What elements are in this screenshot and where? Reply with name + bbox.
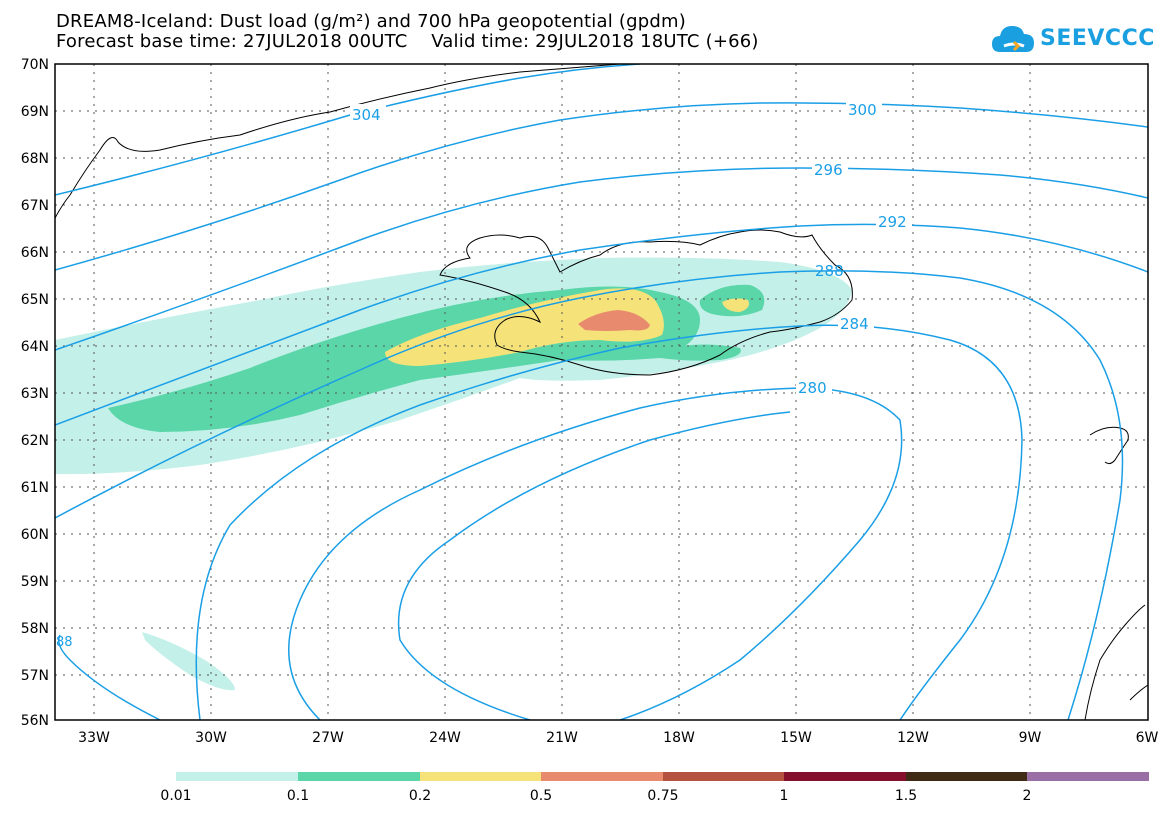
lat-label: 65N bbox=[21, 292, 49, 308]
colorbar: 0.01 0.1 0.2 0.5 0.75 1 1.5 2 bbox=[160, 772, 1149, 804]
colorbar-swatch bbox=[298, 772, 420, 781]
lon-label: 33W bbox=[78, 730, 110, 746]
lon-label: 12W bbox=[897, 730, 929, 746]
contour-label-292: 292 bbox=[878, 213, 907, 231]
colorbar-swatch bbox=[541, 772, 663, 781]
colorbar-label: 1.5 bbox=[895, 788, 917, 804]
contour-label-300: 300 bbox=[848, 101, 877, 119]
contour-label-296: 296 bbox=[814, 161, 843, 179]
contour-label-88: 88 bbox=[56, 635, 73, 650]
contour-304 bbox=[55, 64, 641, 196]
lat-label: 70N bbox=[21, 57, 49, 73]
seevccc-logo: SEEVCCC bbox=[990, 20, 1154, 60]
lat-label: 60N bbox=[21, 527, 49, 543]
lat-label: 61N bbox=[21, 480, 49, 496]
colorbar-swatch bbox=[176, 772, 298, 781]
contour-label-304: 304 bbox=[352, 106, 381, 124]
map-title: DREAM8-Iceland: Dust load (g/m²) and 700… bbox=[56, 11, 686, 32]
lon-label: 24W bbox=[429, 730, 461, 746]
logo-text: SEEVCCC bbox=[1040, 26, 1155, 51]
lat-label: 67N bbox=[21, 198, 49, 214]
colorbar-label: 0.5 bbox=[530, 788, 552, 804]
lat-label: 66N bbox=[21, 245, 49, 261]
dust-field bbox=[55, 257, 852, 691]
contour-labels: 304 300 296 292 288 284 280 88 bbox=[56, 100, 912, 650]
contour-292 bbox=[55, 223, 1148, 426]
dust-level-0.1-southeast bbox=[660, 344, 741, 361]
cloud-icon bbox=[992, 26, 1034, 52]
lat-label: 63N bbox=[21, 386, 49, 402]
lon-label: 18W bbox=[663, 730, 695, 746]
lon-label: 15W bbox=[780, 730, 812, 746]
dust-level-0.5 bbox=[578, 310, 650, 331]
lon-label: 30W bbox=[195, 730, 227, 746]
scotland-coast bbox=[1084, 604, 1148, 720]
colorbar-label: 0.75 bbox=[647, 788, 678, 804]
iceland-coast bbox=[439, 229, 853, 376]
contour-label-288: 288 bbox=[815, 262, 844, 280]
dust-level-0.01-south bbox=[142, 632, 235, 691]
colorbar-label: 0.1 bbox=[287, 788, 309, 804]
lon-label: 21W bbox=[546, 730, 578, 746]
greenland-coast bbox=[55, 64, 621, 219]
lat-label: 68N bbox=[21, 151, 49, 167]
lat-label: 62N bbox=[21, 433, 49, 449]
colorbar-swatch bbox=[663, 772, 784, 781]
contour-300 bbox=[55, 102, 1148, 271]
longitude-labels: 33W 30W 27W 24W 21W 18W 15W 12W 9W 6W bbox=[78, 730, 1158, 746]
dust-level-0.2 bbox=[385, 288, 664, 366]
lon-label: 6W bbox=[1136, 730, 1159, 746]
lat-label: 56N bbox=[21, 713, 49, 729]
latitude-labels: 70N 69N 68N 67N 66N 65N 64N 63N 62N 61N … bbox=[21, 57, 49, 729]
lon-label: 9W bbox=[1019, 730, 1042, 746]
coastlines bbox=[55, 64, 1148, 720]
contour-288 bbox=[55, 270, 1124, 720]
contour-284 bbox=[58, 324, 1023, 720]
colorbar-label: 2 bbox=[1023, 788, 1032, 804]
map-subtitle: Forecast base time: 27JUL2018 00UTC Vali… bbox=[56, 31, 759, 52]
dust-level-0.2-east bbox=[722, 298, 749, 312]
contour-280 bbox=[288, 387, 903, 720]
colorbar-label: 0.2 bbox=[409, 788, 431, 804]
lon-label: 27W bbox=[312, 730, 344, 746]
lat-label: 64N bbox=[21, 339, 49, 355]
contour-276 bbox=[397, 411, 791, 720]
lat-label: 57N bbox=[21, 668, 49, 684]
lat-label: 58N bbox=[21, 621, 49, 637]
contour-label-280: 280 bbox=[798, 379, 827, 397]
colorbar-swatch bbox=[420, 772, 541, 781]
lat-label: 69N bbox=[21, 104, 49, 120]
colorbar-label: 1 bbox=[780, 788, 789, 804]
faroe-coast bbox=[1089, 426, 1129, 465]
colorbar-swatch bbox=[784, 772, 906, 781]
colorbar-swatch bbox=[1027, 772, 1149, 781]
lat-label: 59N bbox=[21, 574, 49, 590]
colorbar-swatch bbox=[906, 772, 1027, 781]
geopotential-contours bbox=[55, 64, 1148, 720]
contour-296 bbox=[55, 167, 1148, 351]
colorbar-label: 0.01 bbox=[160, 788, 191, 804]
map-frame bbox=[54, 63, 1149, 721]
contour-label-284: 284 bbox=[840, 315, 869, 333]
